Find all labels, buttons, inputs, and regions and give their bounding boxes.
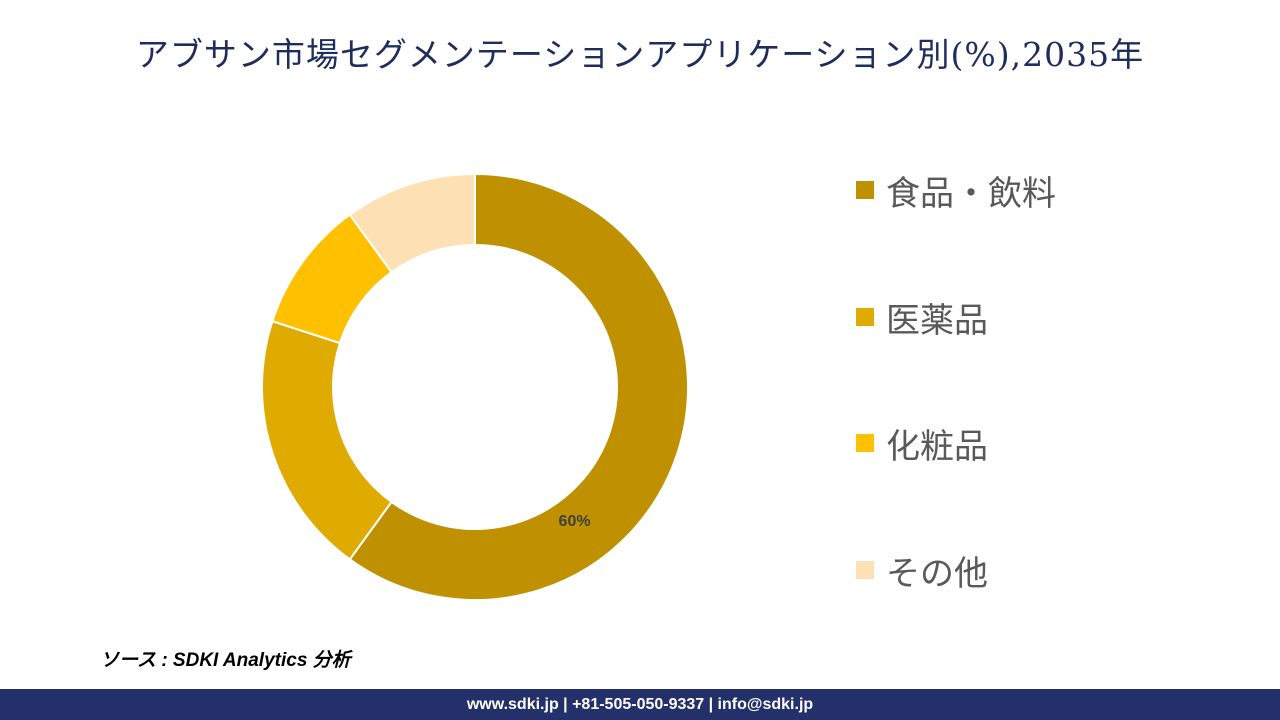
- legend-item-food-beverage: 食品・飲料: [856, 160, 1056, 220]
- footer-contact-bar: www.sdki.jp | +81-505-050-9337 | info@sd…: [0, 689, 1280, 720]
- donut-chart: 60%: [261, 172, 689, 601]
- chart-title: アブサン市場セグメンテーションアプリケーション別(%),2035年: [135, 35, 1145, 74]
- legend-item-cosmetics: 化粧品: [856, 413, 988, 473]
- legend-item-pharmaceuticals: 医薬品: [856, 287, 988, 347]
- legend-swatch: [856, 434, 874, 452]
- legend-label: その他: [886, 553, 988, 594]
- legend-swatch: [856, 181, 874, 199]
- legend-label: 食品・飲料: [886, 173, 1056, 214]
- donut-slice-2: [261, 319, 393, 561]
- data-label-1: 60%: [559, 513, 591, 530]
- legend-swatch: [856, 561, 874, 579]
- legend-label: 化粧品: [886, 426, 988, 467]
- legend-item-others: その他: [856, 540, 988, 600]
- legend-label: 医薬品: [886, 300, 988, 341]
- donut-slice-4: [348, 172, 476, 274]
- legend-swatch: [856, 308, 874, 326]
- source-note: ソース : SDKI Analytics 分析: [100, 650, 351, 671]
- donut-slice-1: [348, 172, 689, 601]
